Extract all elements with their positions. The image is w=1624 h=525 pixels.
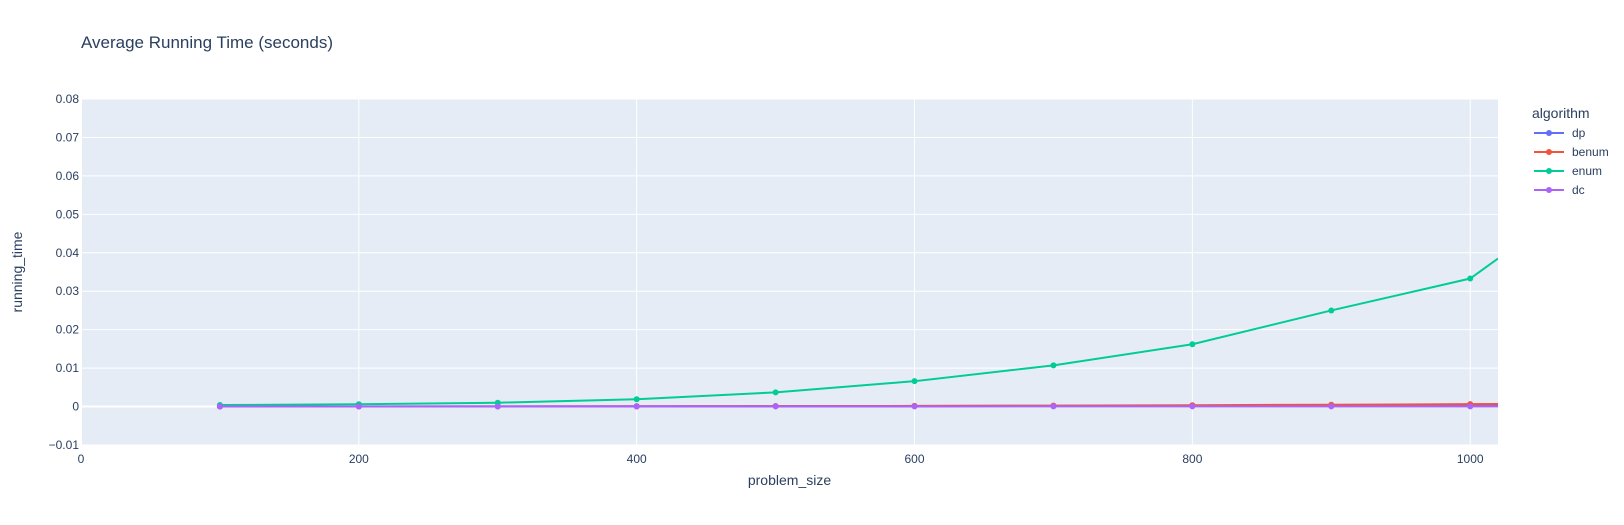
x-tick-label: 200	[349, 452, 369, 466]
x-tick-label: 1000	[1457, 452, 1484, 466]
data-point-dc[interactable]	[494, 403, 501, 410]
data-point-dc[interactable]	[1050, 403, 1057, 410]
data-point-enum[interactable]	[772, 389, 779, 396]
legend-swatch-marker	[1546, 187, 1552, 193]
x-axis-title: problem_size	[748, 472, 831, 488]
y-tick-label: 0.03	[56, 284, 80, 298]
legend-label: dp	[1572, 126, 1586, 140]
data-point-enum[interactable]	[1328, 307, 1335, 314]
grid-lines	[80, 98, 1498, 446]
data-point-enum[interactable]	[911, 378, 918, 385]
data-point-enum[interactable]	[633, 396, 640, 403]
data-point-enum[interactable]	[1189, 341, 1196, 348]
legend-swatch-marker	[1546, 168, 1552, 174]
legend-title: algorithm	[1532, 105, 1590, 121]
data-point-dc[interactable]	[772, 403, 779, 410]
data-point-enum[interactable]	[1050, 362, 1057, 369]
plot-area	[81, 99, 1498, 445]
series-lines	[216, 257, 1498, 410]
x-tick-label: 400	[627, 452, 647, 466]
legend-item-enum[interactable]: enum	[1534, 164, 1602, 178]
x-tick-label: 0	[78, 452, 85, 466]
legend-label: benum	[1572, 145, 1609, 159]
y-tick-label: 0.01	[56, 361, 80, 375]
y-tick-label: 0.04	[56, 246, 80, 260]
legend-item-dc[interactable]: dc	[1534, 183, 1585, 197]
y-axis-ticks: −0.01 0 0.01 0.02 0.03 0.04 0.05 0.06 0.07 0.08	[49, 92, 80, 452]
y-axis-title: running_time	[9, 231, 25, 312]
data-point-dc[interactable]	[633, 403, 640, 410]
y-tick-label: 0.08	[56, 92, 80, 106]
y-tick-label: 0.02	[56, 323, 80, 337]
y-tick-label: 0	[72, 400, 79, 414]
legend-label: dc	[1572, 183, 1585, 197]
y-tick-label: 0.06	[56, 169, 80, 183]
chart-title: Average Running Time (seconds)	[81, 33, 333, 52]
x-tick-label: 800	[1182, 452, 1202, 466]
x-tick-label: 600	[905, 452, 925, 466]
data-point-enum[interactable]	[1467, 275, 1474, 282]
legend[interactable]: algorithm dp benum enum dc	[1532, 105, 1609, 197]
legend-item-dp[interactable]: dp	[1534, 126, 1586, 140]
y-tick-label: 0.05	[56, 207, 80, 221]
legend-item-benum[interactable]: benum	[1534, 145, 1609, 159]
data-point-dc[interactable]	[1189, 403, 1196, 410]
data-point-dc[interactable]	[911, 403, 918, 410]
y-tick-label: 0.07	[56, 130, 80, 144]
x-axis-ticks: 0 200 400 600 800 1000	[78, 452, 1484, 466]
data-point-dc[interactable]	[1328, 403, 1335, 410]
legend-swatch-marker	[1546, 149, 1552, 155]
legend-swatch-marker	[1546, 130, 1552, 136]
data-point-dc[interactable]	[216, 403, 223, 410]
y-tick-label: −0.01	[49, 438, 80, 452]
legend-label: enum	[1572, 164, 1602, 178]
data-point-dc[interactable]	[1467, 403, 1474, 410]
data-point-dc[interactable]	[355, 403, 362, 410]
